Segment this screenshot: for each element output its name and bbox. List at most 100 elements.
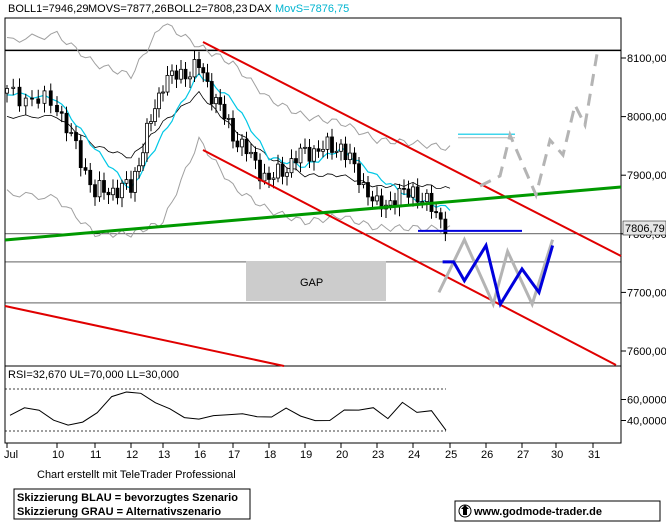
price-axis-label: 8000,00 — [627, 112, 666, 124]
candle-body — [74, 132, 78, 142]
candle-body — [214, 97, 218, 105]
movs-label: MOVS=7877,26 — [88, 3, 167, 15]
trend-channel-upper — [202, 41, 622, 257]
candle-body — [133, 170, 137, 193]
candle-body — [388, 200, 393, 206]
candle-body — [55, 104, 59, 113]
time-axis-label: 16 — [194, 449, 206, 461]
candle-body — [249, 151, 253, 155]
price-axis-label: 7900,00 — [627, 170, 666, 182]
gap-box — [246, 261, 386, 301]
candle-body — [267, 172, 271, 180]
ma5-line — [6, 72, 451, 211]
candle-body — [321, 148, 325, 152]
time-axis-label: 30 — [551, 449, 563, 461]
price-axis-label: 8100,00 — [627, 53, 666, 65]
time-axis-label: 13 — [158, 449, 170, 461]
time-axis-label: 25 — [445, 449, 457, 461]
candle-body — [161, 91, 165, 94]
support-line — [4, 185, 622, 242]
last-price-label: 7806,79 — [625, 223, 665, 235]
candle-body — [97, 180, 102, 198]
boll2-label: BOLL2=7808,23 — [167, 3, 247, 15]
time-axis-label: 19 — [300, 449, 312, 461]
candle-body — [145, 122, 149, 154]
candle-body — [303, 146, 307, 149]
candle-body — [188, 76, 192, 80]
candle-body — [316, 148, 321, 152]
candle-body — [205, 72, 210, 82]
candle-body — [115, 187, 120, 199]
website-box — [454, 500, 661, 522]
bollinger-lower-line — [6, 136, 451, 238]
candle-body — [294, 158, 298, 164]
candle-body — [325, 136, 330, 150]
candle-body — [124, 179, 129, 184]
candle-body — [420, 201, 425, 203]
candle-body — [348, 152, 352, 161]
candle-body — [240, 138, 244, 148]
candle-body — [88, 169, 93, 186]
candle-body — [165, 75, 170, 93]
candle-body — [11, 86, 16, 89]
grey-scenario-line — [437, 236, 555, 309]
rsi-label: RSI=32,670 UL=70,000 LL=30,000 — [8, 369, 179, 381]
rsi-axis-label: 60,0000 — [627, 395, 666, 407]
rsi-panel-frame — [4, 365, 622, 444]
candle-body — [370, 196, 375, 202]
rsi-layer — [5, 388, 447, 432]
candle-body — [262, 172, 267, 182]
candle-body — [17, 86, 22, 107]
trend-channel-lower — [202, 149, 617, 366]
candle-body — [137, 165, 141, 172]
gap-label: GAP — [300, 277, 323, 289]
time-axis-label: 31 — [588, 449, 600, 461]
candle-body — [153, 108, 157, 122]
candle-body — [42, 90, 47, 104]
price-layer — [4, 23, 622, 367]
candle-body — [5, 88, 9, 94]
candle-body — [357, 163, 361, 186]
candle-body — [48, 90, 53, 106]
candle-body — [222, 103, 227, 120]
website-link[interactable]: www.godmode-trader.de — [473, 506, 602, 518]
candle-body — [30, 97, 34, 100]
candle-body — [406, 188, 411, 198]
candle-body — [209, 81, 214, 105]
candle-body — [307, 146, 312, 162]
candle-body — [231, 117, 235, 142]
candle-body — [438, 212, 443, 220]
candle-body — [23, 97, 28, 107]
candle-body — [415, 186, 420, 203]
time-axis-label: 18 — [264, 449, 276, 461]
candle-body — [226, 117, 231, 120]
website-logo-icon — [458, 504, 472, 518]
candle-body — [343, 143, 348, 161]
candle-body — [334, 150, 339, 153]
candle-body — [174, 70, 179, 80]
ma5-label: MovS=7876,75 — [275, 3, 349, 15]
candle-body — [64, 112, 69, 134]
candle-body — [83, 167, 88, 171]
rsi-axis-label: 40,0000 — [627, 416, 666, 428]
candle-body — [170, 70, 174, 76]
grey-dashed-scenario-line — [479, 47, 600, 200]
price-axis-label: 7600,00 — [627, 346, 666, 358]
candle-body — [402, 187, 406, 190]
candle-body — [361, 182, 366, 186]
candle-body — [276, 163, 280, 179]
bollinger-upper-line — [6, 23, 451, 151]
created-with-text: Chart erstellt mit TeleTrader Profession… — [37, 469, 236, 481]
last-price-tag — [622, 220, 666, 236]
legend-box — [13, 488, 251, 520]
symbol-label: DAX — [249, 3, 272, 15]
candle-body — [253, 151, 258, 161]
candle-body — [352, 152, 357, 165]
boll1-label: BOLL1=7946,29 — [8, 3, 88, 15]
candle-body — [244, 138, 249, 155]
time-axis-label: 26 — [481, 449, 493, 461]
candle-body — [289, 158, 294, 174]
candle-body — [93, 184, 97, 198]
rsi-line — [9, 391, 447, 431]
